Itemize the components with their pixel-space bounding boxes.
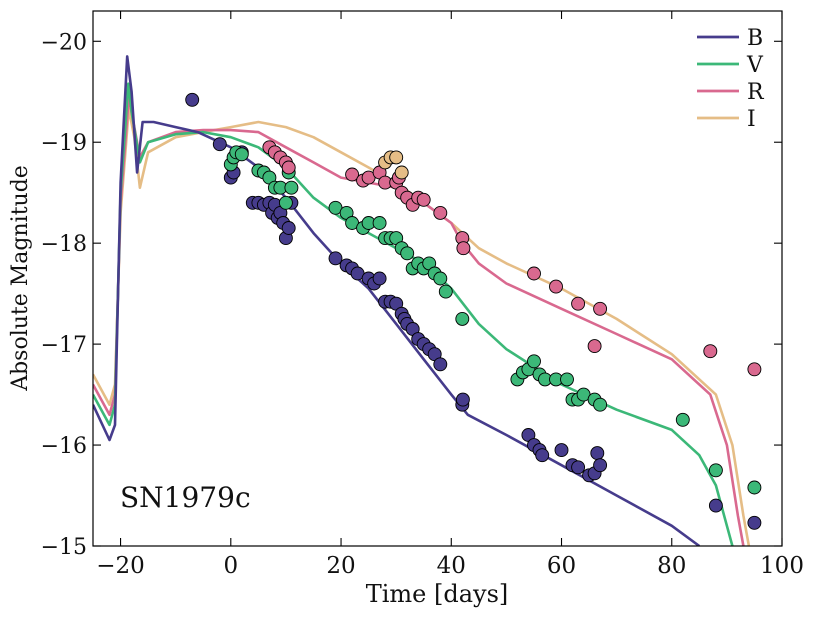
data-point-R: [281, 160, 296, 175]
data-point-R: [549, 279, 563, 294]
data-point-B: [281, 221, 296, 235]
data-point-R: [587, 339, 602, 354]
data-point-R: [433, 205, 448, 220]
legend-label-B: B: [747, 26, 763, 51]
y-axis-label: Absolute Magnitude: [8, 165, 33, 392]
x-tick-label: 100: [760, 553, 804, 579]
data-point-V: [560, 372, 574, 387]
data-point-R: [703, 344, 718, 359]
data-point-V: [284, 180, 299, 195]
legend-label-V: V: [746, 53, 764, 78]
data-point-V: [593, 397, 608, 412]
plot-frame: [92, 10, 783, 547]
data-point-V: [234, 147, 249, 162]
data-point-V: [278, 195, 293, 210]
model-curve-R: [93, 95, 745, 546]
data-point-R: [456, 241, 471, 256]
data-point-I: [394, 165, 409, 180]
data-point-B: [747, 515, 762, 530]
data-point-B: [554, 443, 569, 458]
tick-layer: −20 0 20 40 60 80 100 −20 −19 −18 −17 −16 −15: [41, 11, 804, 579]
data-point-B: [328, 251, 343, 266]
data-point-B: [571, 460, 586, 475]
data-point-V: [438, 284, 453, 299]
model-curve-V: [93, 82, 734, 546]
data-point-B: [455, 392, 470, 407]
data-point-V: [675, 412, 690, 427]
x-tick-label: 0: [223, 553, 238, 579]
y-tick-label: −16: [41, 434, 87, 459]
x-tick-label: −20: [96, 553, 145, 579]
data-point-B: [590, 446, 605, 461]
data-point-R: [416, 192, 431, 207]
data-point-B: [433, 357, 448, 372]
x-tick-label: 20: [326, 553, 355, 579]
x-tick-label: 40: [437, 553, 466, 579]
y-tick-label: −20: [41, 30, 87, 55]
data-point-V: [455, 311, 470, 326]
data-point-V: [372, 216, 387, 230]
legend-label-I: I: [747, 107, 756, 132]
data-point-B: [372, 271, 387, 286]
data-point-B: [535, 448, 550, 463]
x-axis-label: Time [days]: [366, 580, 509, 608]
data-point-B: [212, 137, 227, 152]
x-tick-label: 80: [657, 553, 686, 579]
data-point-V: [433, 271, 448, 286]
legend-label-R: R: [747, 80, 765, 105]
data-point-B: [185, 92, 200, 107]
model-curve-I: [93, 107, 751, 546]
data-point-R: [747, 362, 762, 377]
y-tick-label: −17: [41, 333, 87, 358]
data-point-R: [345, 167, 360, 182]
data-point-B: [593, 458, 608, 473]
y-tick-label: −18: [41, 232, 87, 257]
data-point-R: [593, 301, 608, 316]
supernova-label: SN1979c: [120, 481, 251, 514]
data-point-R: [527, 266, 541, 281]
series-layer: [93, 55, 762, 546]
data-point-V: [747, 480, 762, 495]
data-point-I: [389, 150, 404, 165]
y-tick-label: −15: [41, 535, 87, 560]
data-point-V: [527, 354, 541, 369]
data-point-B: [708, 498, 723, 513]
x-tick-label: 60: [547, 553, 576, 579]
data-point-R: [571, 296, 586, 311]
data-point-V: [708, 463, 723, 478]
data-point-V: [400, 246, 415, 261]
y-tick-label: −19: [41, 131, 87, 156]
